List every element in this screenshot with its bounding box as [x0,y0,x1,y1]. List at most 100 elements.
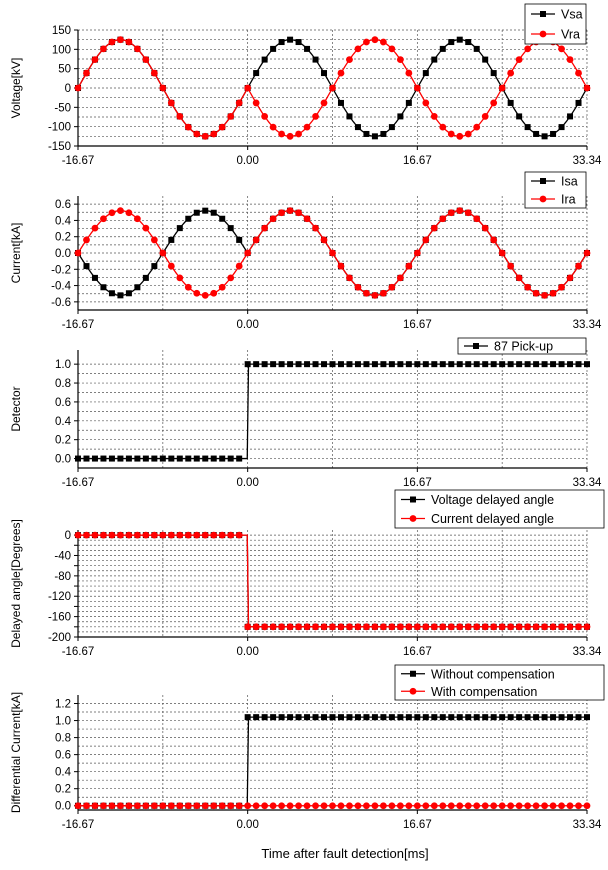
data-point [150,531,158,539]
data-point [549,802,557,810]
x-tick-label: -16.67 [62,477,95,489]
data-point [575,69,582,77]
data-point [422,802,430,810]
legend-box [524,3,587,45]
data-point [439,714,446,721]
data-point [439,802,447,810]
data-point [405,99,412,106]
data-point [371,133,378,140]
data-point [261,113,269,120]
data-point [541,802,548,810]
data-point [244,714,251,721]
data-point [397,113,404,120]
y-tick-label: 0.8 [55,378,71,390]
data-point [566,802,574,810]
data-point [448,714,455,721]
data-point [176,455,183,462]
data-point [287,714,294,721]
data-point [524,124,531,131]
data-point [346,113,353,120]
y-tick-label: 0 [65,83,71,95]
data-point [507,262,515,270]
data-point [142,531,150,539]
legend-swatch-marker [410,670,416,677]
data-point [473,623,481,631]
data-point [431,714,438,721]
data-point [304,361,311,368]
data-point [83,236,90,244]
data-point [354,124,361,131]
data-point [465,714,472,721]
data-point [142,455,149,462]
data-point [431,361,438,368]
y-tick-label: -0.2 [51,264,71,276]
data-point [74,249,82,257]
data-point [83,263,90,270]
data-point [125,531,133,539]
data-point [133,531,141,539]
data-point [346,274,353,282]
legend-label: Vsa [561,8,583,22]
y-tick-label: 100 [52,44,71,56]
data-point [312,714,319,721]
data-point [558,283,565,291]
data-point [413,249,421,257]
data-point [253,70,260,77]
data-point [133,802,141,810]
data-point [405,69,413,77]
data-point [482,361,489,368]
data-point [515,56,523,63]
data-point [151,455,158,462]
data-point [567,113,574,120]
data-point [566,56,574,63]
data-point [507,69,515,77]
data-point [388,124,395,131]
data-point [261,361,268,368]
legend-box [394,664,605,701]
y-tick-label: 0.4 [55,767,72,779]
data-point [413,802,421,810]
data-point [74,802,82,810]
data-point [329,361,336,368]
data-point [167,99,175,107]
data-point [583,84,591,92]
x-tick-label: 0.00 [236,819,258,831]
data-point [337,99,344,106]
data-point [304,45,311,52]
data-point [388,802,396,810]
data-point [227,531,235,539]
data-point [329,802,336,810]
data-point [337,69,345,77]
data-point [329,84,336,92]
data-point [320,236,328,244]
y-tick-label: 0.2 [55,784,71,796]
data-point [150,69,158,77]
data-point [575,802,582,810]
data-point [550,714,557,721]
x-axis-label: Time after fault detection[ms] [261,846,428,861]
legend-swatch-marker [539,30,547,38]
data-point [252,236,260,244]
x-tick-label: 0.00 [236,477,258,489]
data-point [439,623,447,631]
data-point [575,99,582,106]
data-point [558,361,565,368]
y-tick-label: -40 [54,550,71,562]
data-point [396,802,404,810]
data-point [83,531,90,539]
data-point [430,113,438,120]
data-point [287,36,294,43]
data-point [269,215,277,223]
y-tick-label: 150 [52,25,71,37]
data-point [549,289,557,297]
legend-swatch-marker [409,515,417,522]
data-point [269,623,277,631]
data-point [533,714,540,721]
y-tick-label: 1.2 [55,699,71,711]
data-point [516,113,523,120]
data-point [405,802,413,810]
data-point [269,802,277,810]
x-tick-label: 16.67 [403,646,432,658]
y-tick-label: -100 [48,122,71,134]
data-point [431,56,438,63]
